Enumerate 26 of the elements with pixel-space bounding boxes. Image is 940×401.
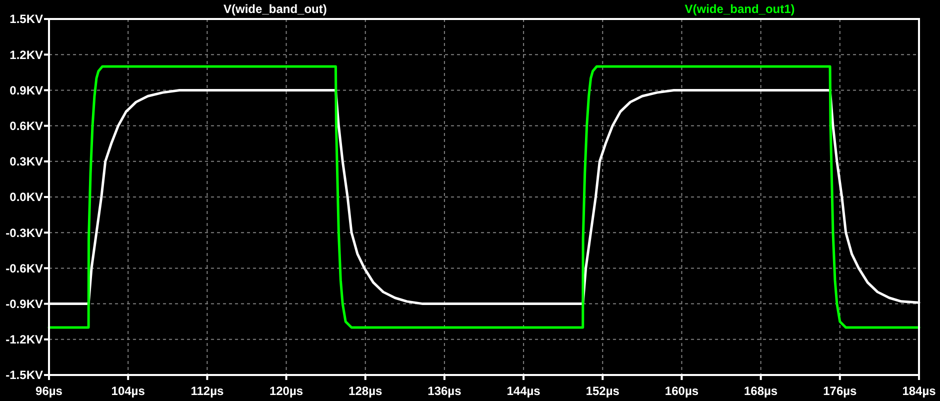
x-tick-label: 160µs	[664, 384, 699, 398]
x-tick-label: 96µs	[36, 384, 63, 398]
y-tick-label: -0.3KV	[6, 226, 43, 240]
x-tick-label: 136µs	[428, 384, 462, 398]
text: V(wide_band_out1)	[684, 2, 795, 16]
text: V(wide_band_out)	[224, 2, 327, 16]
y-tick-label: -1.2KV	[6, 332, 43, 347]
x-tick-label: 144µs	[506, 384, 541, 398]
y-tick-label: 1.2KV	[10, 48, 43, 62]
y-tick-label: 0.6KV	[10, 119, 43, 133]
y-tick-label: 0.3KV	[10, 154, 43, 169]
y-tick-label: -0.9KV	[6, 297, 43, 311]
y-tick-label: 0.0KV	[10, 190, 43, 204]
x-tick-label: 152µs	[586, 384, 620, 398]
x-tick-label: 168µs	[744, 384, 778, 398]
y-tick-label: -1.5KV	[6, 368, 43, 382]
y-tick-label: 0.9KV	[10, 83, 43, 98]
line-series	[48, 65, 920, 329]
x-tick-label: 128µs	[348, 384, 382, 398]
y-tick-label: -0.6KV	[6, 261, 43, 276]
x-tick-label: 120µs	[269, 384, 304, 398]
x-tick-label: 104µs	[111, 384, 146, 398]
x-tick-label: 184µs	[902, 384, 936, 398]
y-tick-label: 1.5KV	[10, 12, 43, 26]
x-tick-label: 176µs	[823, 384, 858, 398]
x-tick-label: 112µs	[190, 384, 224, 398]
